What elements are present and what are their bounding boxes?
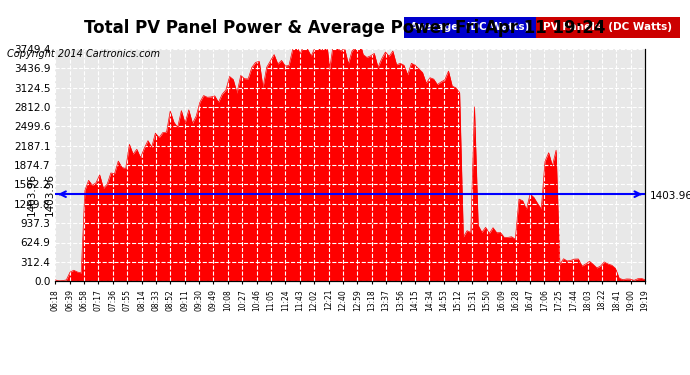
- Text: PV Panels  (DC Watts): PV Panels (DC Watts): [544, 22, 672, 32]
- FancyBboxPatch shape: [404, 17, 536, 38]
- Text: Average  (DC Watts): Average (DC Watts): [410, 22, 530, 32]
- Text: 1403.96: 1403.96: [45, 173, 55, 216]
- Text: Total PV Panel Power & Average Power Fri Apr 11 19:24: Total PV Panel Power & Average Power Fri…: [84, 19, 606, 37]
- Text: 1403.96: 1403.96: [27, 173, 37, 216]
- FancyBboxPatch shape: [536, 17, 680, 38]
- Text: Copyright 2014 Cartronics.com: Copyright 2014 Cartronics.com: [7, 49, 160, 59]
